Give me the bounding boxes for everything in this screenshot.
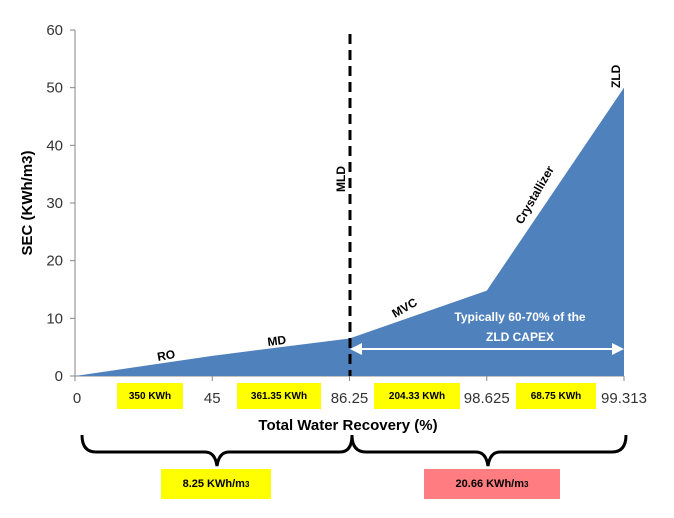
x-axis-title: Total Water Recovery (%) (258, 417, 437, 434)
energy-box-mvc: 204.33 KWh (374, 383, 460, 409)
y-tick-label: 50 (46, 80, 63, 97)
zld-label: ZLD (609, 64, 623, 88)
total-mld-energy: 8.25 KWh/m 3 (161, 469, 271, 499)
ro-label: RO (156, 347, 176, 364)
mld-label: MLD (334, 166, 348, 192)
capex-text-line2: ZLD CAPEX (486, 330, 554, 344)
y-tick-label: 10 (46, 310, 63, 327)
x-tick-label: 86.25 (331, 390, 369, 407)
y-tick-label: 0 (55, 368, 63, 385)
brace-left (80, 434, 354, 467)
energy-box-md-mld: 361.35 KWh (237, 383, 321, 409)
x-tick-label: 45 (204, 390, 221, 407)
y-tick-label: 60 (46, 22, 63, 39)
x-tick-label: 99.313 (601, 390, 647, 407)
energy-box-crystallizer: 68.75 KWh (516, 383, 596, 409)
total-mld-exp: 3 (244, 479, 250, 489)
total-zld-value: 20.66 KWh/m (455, 478, 524, 490)
md-label: MD (267, 333, 288, 349)
y-tick-label: 40 (46, 137, 63, 154)
capex-text-line1: Typically 60-70% of the (454, 310, 585, 324)
x-tick-group: 0 45 86.25 98.625 99.313 (73, 376, 647, 407)
y-tick-label: 30 (46, 195, 63, 212)
total-mld-value: 8.25 KWh/m (182, 478, 245, 490)
x-tick-label: 0 (73, 390, 81, 407)
y-tick-label: 20 (46, 253, 63, 270)
total-zld-exp: 3 (524, 479, 529, 489)
y-axis-title: SEC (KWh/m3) (19, 150, 36, 255)
brace-right (350, 434, 628, 467)
total-zld-energy: 20.66 KWh/m 3 (424, 469, 560, 499)
capex-double-arrow (350, 343, 624, 355)
energy-box-ro-md: 350 KWh (117, 383, 183, 409)
y-tick-group: 0 10 20 30 40 50 60 (46, 22, 75, 385)
x-tick-label: 98.625 (464, 390, 510, 407)
sec-area (75, 87, 624, 377)
